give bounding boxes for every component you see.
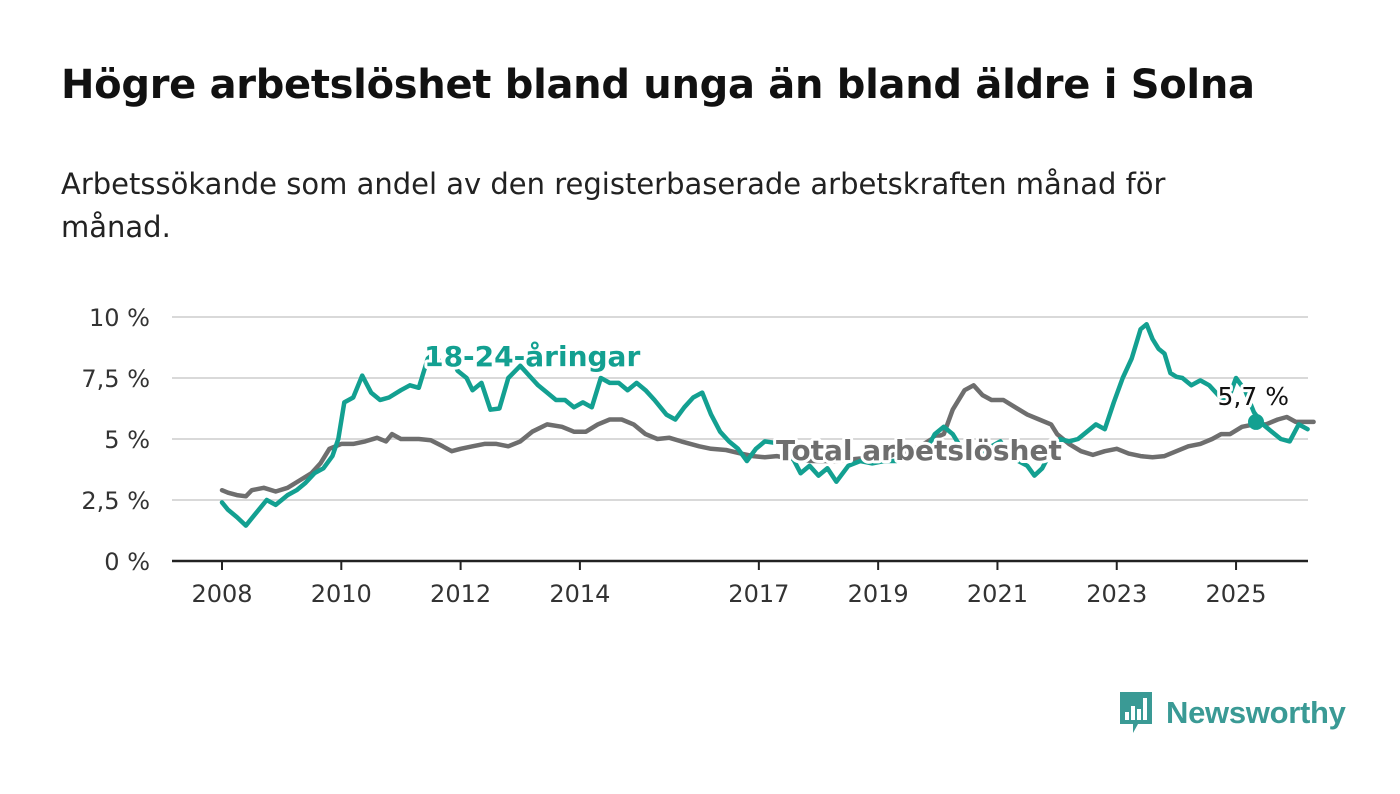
chart-title: Högre arbetslöshet bland unga än bland ä… xyxy=(61,62,1255,108)
y-tick-label: 5 % xyxy=(104,426,150,454)
series-line-youth xyxy=(219,322,1310,528)
x-tick-label: 2021 xyxy=(967,580,1028,608)
x-tick-label: 2017 xyxy=(728,580,789,608)
x-tick-label: 2014 xyxy=(549,580,610,608)
last-value-dot xyxy=(1248,413,1264,430)
x-tick-label: 2025 xyxy=(1206,580,1267,608)
series-line-total xyxy=(219,383,1316,499)
y-tick-label: 10 % xyxy=(89,304,150,332)
series-label: Total arbetslöshet xyxy=(776,434,1062,467)
last-value-marker: 5,7 % xyxy=(1215,379,1292,430)
y-tick-label: 0 % xyxy=(104,548,150,576)
x-axis-ticks: 2008 2010 2012 2014 2017 2019 2021 2023 2025 xyxy=(191,561,1267,608)
bar-chart-bubble-icon xyxy=(1120,692,1152,733)
y-axis-tick-labels: 0 % 2,5 % 5 % 7,5 % 10 % xyxy=(81,304,150,576)
x-tick-label: 2008 xyxy=(191,580,252,608)
chart-subtitle: Arbetssökande som andel av den registerb… xyxy=(61,167,1166,244)
newsworthy-logo: Newsworthy xyxy=(1118,690,1346,736)
last-value-label: 5,7 % xyxy=(1218,382,1289,411)
series-labels: Total arbetslöshet 18-24-åringar xyxy=(421,337,1065,470)
series-lines xyxy=(219,322,1316,528)
x-tick-label: 2023 xyxy=(1086,580,1147,608)
y-tick-label: 7,5 % xyxy=(81,365,150,393)
x-tick-label: 2010 xyxy=(311,580,372,608)
x-tick-label: 2012 xyxy=(430,580,491,608)
x-tick-label: 2019 xyxy=(848,580,909,608)
brand-name: Newsworthy xyxy=(1166,695,1346,730)
y-tick-label: 2,5 % xyxy=(81,487,150,515)
series-label: 18-24-åringar xyxy=(424,340,640,373)
